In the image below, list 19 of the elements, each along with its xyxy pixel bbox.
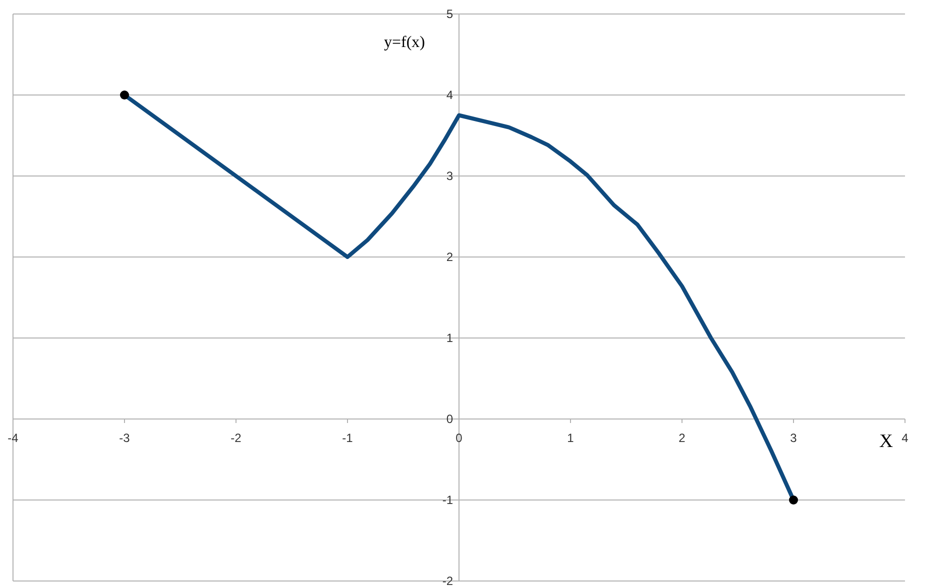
- y-tick-label: 0: [446, 412, 454, 426]
- x-tick-label: -1: [342, 431, 354, 445]
- x-tick-label: 4: [902, 431, 909, 445]
- x-tick-label: -2: [230, 431, 242, 445]
- y-tick-label: 5: [446, 7, 454, 21]
- y-tick-label: -1: [442, 493, 454, 507]
- y-axis-title: y=f(x): [384, 34, 426, 51]
- x-tick-label: 2: [678, 431, 686, 445]
- x-tick-label: 1: [567, 431, 574, 445]
- y-tick-label: 1: [446, 331, 454, 345]
- y-tick-label: 2: [446, 250, 454, 264]
- x-tick-label: 3: [790, 431, 798, 445]
- x-tick-label: -4: [8, 431, 19, 445]
- x-tick-label: 0: [456, 431, 463, 445]
- x-tick-label: -3: [119, 431, 130, 445]
- y-tick-label: 4: [446, 88, 454, 102]
- y-tick-label: -2: [442, 574, 454, 588]
- y-tick-label: 3: [446, 169, 454, 183]
- x-axis-title: X: [879, 431, 894, 452]
